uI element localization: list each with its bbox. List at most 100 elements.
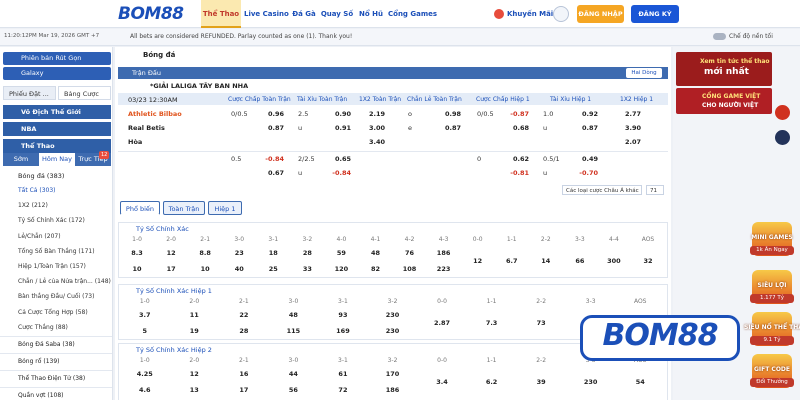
more-markets[interactable]: Các loại cược Châu Á khác [562, 185, 642, 195]
score-odds[interactable]: 230 [385, 327, 400, 335]
nav-item[interactable]: Nổ Hũ [359, 10, 383, 18]
bet-type[interactable]: Cược Thắng (88) [18, 323, 68, 331]
sport-item[interactable]: Bóng Đá Saba (38) [0, 336, 112, 352]
promo-link[interactable]: Khuyến Mãi [507, 10, 554, 18]
score-odds[interactable]: 223 [436, 265, 451, 273]
score-odds[interactable]: 4.6 [139, 386, 151, 394]
score-odds[interactable]: 10 [132, 265, 142, 273]
odds[interactable]: 3.40 [368, 138, 385, 146]
current-sport[interactable]: Bóng đá (383) [18, 172, 65, 180]
side-button[interactable] [775, 105, 790, 120]
dark-toggle[interactable] [713, 33, 726, 40]
score-odds[interactable]: 115 [286, 327, 301, 335]
score-odds[interactable]: 120 [334, 265, 349, 273]
score-odds[interactable]: 6.7 [505, 257, 518, 265]
score-odds[interactable]: 10 [200, 265, 210, 273]
search-button[interactable] [553, 6, 569, 22]
market-tab[interactable]: Toàn Trận [163, 201, 205, 215]
score-odds[interactable]: 300 [607, 257, 621, 265]
odds[interactable]: 0.87 [581, 124, 598, 132]
score-odds[interactable]: 12 [166, 249, 176, 257]
score-odds[interactable]: 8.8 [199, 249, 211, 257]
bet-type[interactable]: Tất Cả (303) [18, 187, 56, 194]
score-odds[interactable]: 44 [288, 370, 298, 378]
quick-link[interactable]: Phiên bản Rút Gọn [3, 52, 111, 65]
bet-type[interactable]: Hiệp 1/Toàn Trận (157) [18, 263, 86, 270]
sport-item[interactable]: Quần vợt (108) [0, 387, 112, 400]
odds[interactable]: 0.87 [444, 124, 461, 132]
score-odds[interactable]: 23 [234, 249, 244, 257]
bet-type[interactable]: Lẻ/Chẵn (207) [18, 232, 61, 240]
score-odds[interactable]: 8.3 [131, 249, 143, 257]
odds[interactable]: -0.87 [510, 110, 529, 118]
nav-item[interactable]: Thể Thao [201, 0, 241, 28]
score-odds[interactable]: 32 [643, 257, 653, 265]
score-odds[interactable]: 48 [288, 311, 298, 319]
score-odds[interactable]: 66 [575, 257, 585, 265]
odds[interactable]: 0.62 [512, 155, 529, 163]
odds[interactable]: -0.84 [265, 155, 284, 163]
score-odds[interactable]: 230 [583, 378, 598, 386]
score-odds[interactable]: 12 [473, 257, 483, 265]
nav-item[interactable]: Đá Gà [292, 10, 316, 18]
bet-type[interactable]: Tổng Số Bàn Thắng (171) [18, 247, 95, 255]
score-odds[interactable]: 108 [402, 265, 417, 273]
score-odds[interactable]: 25 [268, 265, 278, 273]
score-odds[interactable]: 22 [239, 311, 249, 319]
score-odds[interactable]: 186 [436, 249, 451, 257]
score-odds[interactable]: 72 [338, 386, 348, 394]
score-odds[interactable]: 18 [268, 249, 278, 257]
odds[interactable]: 0.98 [444, 110, 461, 118]
score-odds[interactable]: 7.3 [485, 319, 498, 327]
logo[interactable]: BOM88 [118, 4, 184, 24]
nav-item[interactable]: Quay Số [320, 10, 354, 18]
score-odds[interactable]: 14 [541, 257, 551, 265]
login-button[interactable]: ĐĂNG NHẬP [577, 5, 624, 23]
promo-icon[interactable] [494, 9, 504, 19]
odds[interactable]: 2.07 [624, 138, 641, 146]
odds[interactable]: 0.49 [581, 155, 598, 163]
score-odds[interactable]: 17 [239, 386, 249, 394]
sidebar-tab[interactable]: Phiếu Đặt ... [3, 86, 56, 100]
score-odds[interactable]: 170 [385, 370, 400, 378]
score-odds[interactable]: 48 [370, 249, 380, 257]
score-odds[interactable]: 28 [302, 249, 312, 257]
quick-link[interactable]: Galaxy [3, 67, 111, 80]
nav-item[interactable]: Cổng Games [388, 10, 438, 18]
market-tab[interactable]: Hiệp 1 [208, 201, 242, 215]
score-odds[interactable]: 12 [189, 370, 199, 378]
score-odds[interactable]: 3.4 [436, 378, 448, 386]
bet-type[interactable]: Bàn thắng Đầu/ Cuối (73) [18, 293, 95, 301]
bet-type[interactable]: Cả Cược Tổng Hợp (58) [18, 308, 88, 316]
odds[interactable]: 0.91 [334, 124, 351, 132]
bet-type[interactable]: Chẵn / Lẻ của Nửa trận... (148) [18, 278, 111, 286]
score-odds[interactable]: 59 [336, 249, 346, 257]
odds[interactable]: -0.84 [332, 169, 351, 177]
time-tab[interactable]: Hôm Nay [39, 153, 75, 166]
score-odds[interactable]: 4.25 [136, 370, 153, 378]
score-odds[interactable]: 76 [405, 249, 415, 257]
sidebar-section[interactable]: Thể Thao [3, 139, 111, 153]
score-odds[interactable]: 169 [336, 327, 350, 335]
score-odds[interactable]: 5 [142, 327, 148, 335]
score-odds[interactable]: 11 [189, 311, 199, 319]
score-odds[interactable]: 56 [288, 386, 298, 394]
odds[interactable]: 0.65 [334, 155, 351, 163]
odds[interactable]: 3.00 [368, 124, 385, 132]
score-odds[interactable]: 93 [338, 311, 348, 319]
odds[interactable]: 0.92 [581, 110, 598, 118]
promo-banner[interactable]: CỔNG GAME VIỆT CHO NGƯỜI VIỆT [676, 88, 772, 114]
odds[interactable]: -0.81 [510, 169, 529, 177]
score-odds[interactable]: 3.7 [139, 311, 151, 319]
bet-type[interactable]: Tỷ Số Chính Xác (172) [18, 217, 85, 225]
score-odds[interactable]: 230 [385, 311, 400, 319]
score-odds[interactable]: 73 [536, 319, 546, 327]
close-button[interactable] [775, 130, 790, 145]
score-odds[interactable]: 13 [189, 386, 199, 394]
score-odds[interactable]: 16 [239, 370, 249, 378]
market-count[interactable]: 71 [646, 185, 664, 195]
odds[interactable]: 3.90 [624, 124, 641, 132]
score-odds[interactable]: 54 [635, 378, 645, 386]
odds[interactable]: 2.19 [368, 110, 385, 118]
score-odds[interactable]: 17 [166, 265, 176, 273]
